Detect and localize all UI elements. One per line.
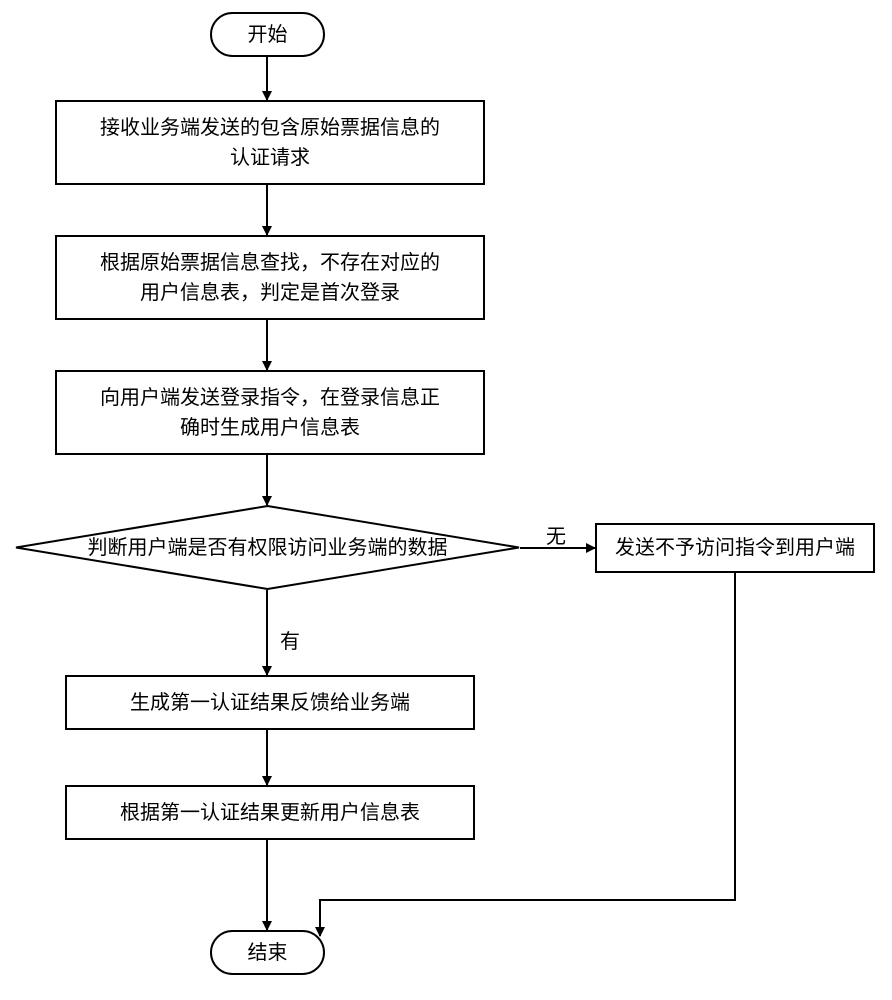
node-d1: 判断用户端是否有权限访问业务端的数据: [15, 505, 520, 590]
node-p3: 向用户端发送登录指令，在登录信息正 确时生成用户信息表: [55, 370, 485, 455]
node-p4: 生成第一认证结果反馈给业务端: [65, 675, 475, 730]
edge-p_right-to-end: [320, 573, 735, 936]
node-p1: 接收业务端发送的包含原始票据信息的 认证请求: [55, 100, 485, 185]
flowchart-canvas: 开始接收业务端发送的包含原始票据信息的 认证请求根据原始票据信息查找，不存在对应…: [0, 0, 892, 1000]
node-end: 结束: [210, 930, 325, 975]
node-start: 开始: [210, 12, 325, 57]
node-p5: 根据第一认证结果更新用户信息表: [65, 785, 475, 840]
edge-label-d1-to-p4: 有: [280, 625, 300, 654]
edge-label-d1-to-p_right: 无: [546, 520, 566, 549]
node-p_right: 发送不予访问指令到用户端: [595, 523, 875, 573]
node-text-d1: 判断用户端是否有权限访问业务端的数据: [15, 505, 520, 590]
node-p2: 根据原始票据信息查找，不存在对应的 用户信息表，判定是首次登录: [55, 235, 485, 320]
